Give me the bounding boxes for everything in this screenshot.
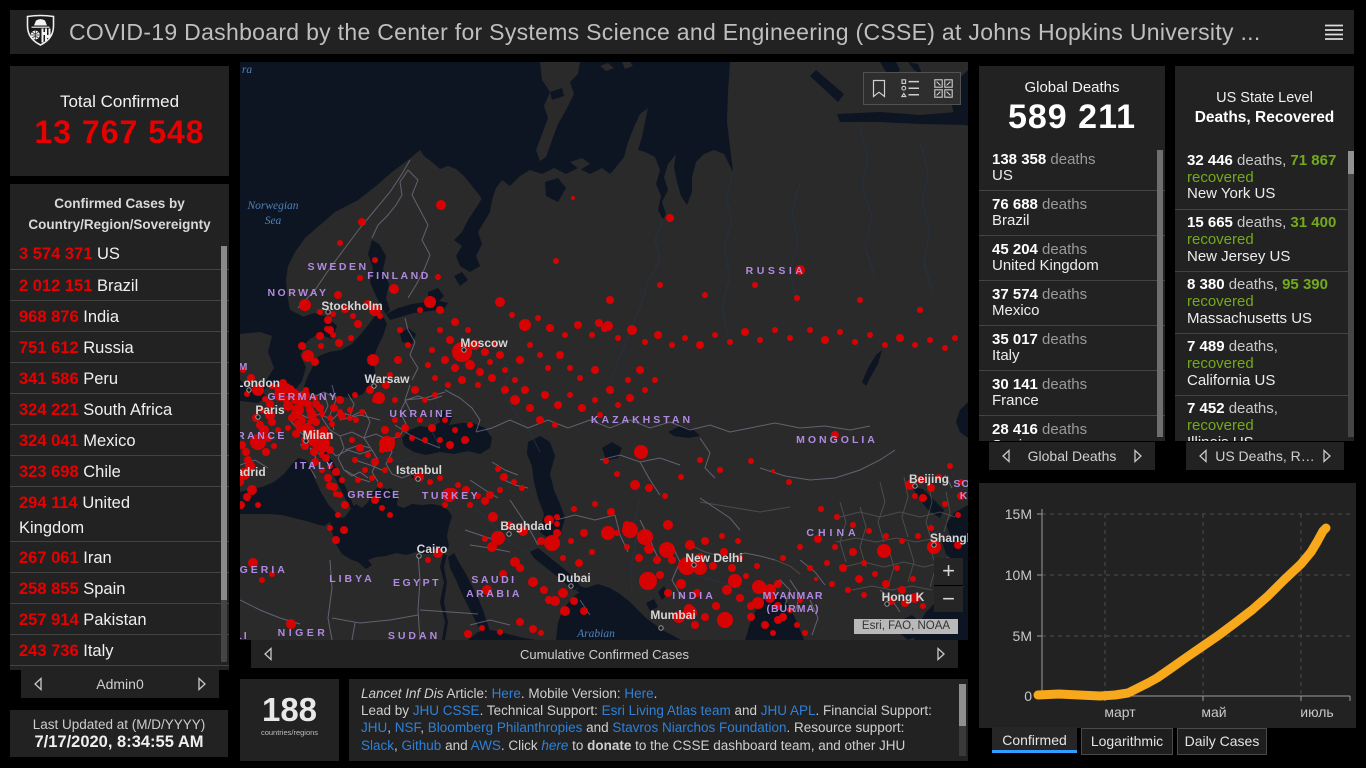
svg-text:K: K — [960, 490, 968, 502]
svg-text:SWEDEN: SWEDEN — [307, 261, 368, 273]
svg-text:Dubai: Dubai — [557, 571, 590, 585]
svg-text:май: май — [1201, 704, 1226, 720]
svg-text:LGERIA: LGERIA — [240, 564, 288, 576]
svg-text:ITALY: ITALY — [294, 460, 335, 472]
svg-text:Sea: Sea — [265, 215, 282, 227]
svg-text:LIBYA: LIBYA — [329, 573, 375, 585]
svg-text:London: London — [240, 376, 280, 390]
svg-text:SO: SO — [953, 478, 968, 490]
svg-text:Hong K: Hong K — [882, 590, 925, 604]
svg-text:(BURMA): (BURMA) — [766, 603, 819, 615]
svg-text:M: M — [240, 361, 248, 373]
svg-text:Warsaw: Warsaw — [365, 372, 411, 386]
svg-text:SAUDI: SAUDI — [471, 574, 516, 586]
svg-text:10M: 10M — [1005, 567, 1032, 583]
svg-text:ARABIA: ARABIA — [466, 588, 522, 600]
svg-text:Mumbai: Mumbai — [650, 608, 695, 622]
svg-text:New Delhi: New Delhi — [685, 551, 742, 565]
svg-text:март: март — [1104, 704, 1136, 720]
svg-text:0: 0 — [1024, 688, 1032, 704]
svg-text:FINLAND: FINLAND — [367, 270, 431, 282]
svg-text:Beijing: Beijing — [909, 472, 949, 486]
svg-text:Stockholm: Stockholm — [321, 299, 382, 313]
svg-text:Shangh: Shangh — [930, 531, 968, 545]
svg-text:KAZAKHSTAN: KAZAKHSTAN — [591, 414, 693, 426]
svg-text:Madrid: Madrid — [240, 465, 266, 479]
svg-text:GREECE: GREECE — [347, 489, 400, 501]
svg-text:Norwegian: Norwegian — [246, 200, 298, 212]
svg-text:15M: 15M — [1005, 506, 1032, 522]
svg-text:INDIA: INDIA — [672, 590, 716, 602]
svg-text:MYANMAR: MYANMAR — [763, 590, 824, 602]
svg-text:SUDAN: SUDAN — [388, 630, 440, 640]
svg-text:Milan: Milan — [303, 428, 334, 442]
svg-text:Istanbul: Istanbul — [396, 463, 442, 477]
svg-text:NIGER: NIGER — [278, 627, 329, 639]
svg-text:Paris: Paris — [255, 403, 285, 417]
svg-text:MONGOLIA: MONGOLIA — [796, 434, 878, 446]
svg-text:Moscow: Moscow — [460, 336, 508, 350]
svg-text:Baghdad: Baghdad — [500, 519, 551, 533]
svg-text:5M: 5M — [1013, 628, 1032, 644]
svg-text:Arabian: Arabian — [576, 628, 615, 640]
svg-text:EGYPT: EGYPT — [393, 577, 441, 589]
svg-text:ra: ra — [242, 64, 252, 76]
svg-text:июль: июль — [1300, 704, 1333, 720]
svg-text:RUSSIA: RUSSIA — [746, 265, 807, 277]
svg-text:CHINA: CHINA — [806, 527, 859, 539]
svg-text:TURKEY: TURKEY — [422, 490, 480, 502]
svg-text:Cairo: Cairo — [417, 542, 448, 556]
svg-text:RANCE: RANCE — [240, 430, 287, 442]
svg-text:UKRAINE: UKRAINE — [389, 408, 454, 420]
svg-text:NORWAY: NORWAY — [267, 287, 328, 299]
svg-text:GERMANY: GERMANY — [267, 391, 338, 403]
svg-text:LI: LI — [240, 630, 249, 640]
